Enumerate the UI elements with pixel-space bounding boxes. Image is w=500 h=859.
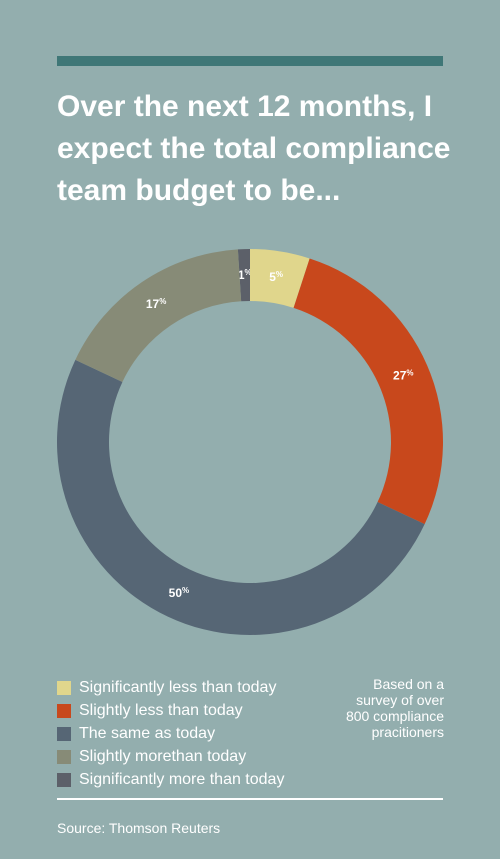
slice-value-label: 5%: [269, 270, 283, 284]
legend-label: Significantly more than today: [79, 770, 285, 788]
legend-swatch: [57, 703, 71, 718]
slice-value-label: 17%: [146, 297, 166, 311]
legend: Significantly less than today Slightly l…: [57, 676, 357, 791]
donut-slice: [237, 249, 250, 302]
title-line-3: team budget to be...: [57, 174, 341, 207]
legend-swatch: [57, 680, 71, 695]
legend-label: Slightly morethan today: [79, 747, 247, 765]
note-line: survey of over: [356, 692, 444, 708]
legend-item: Significantly less than today: [57, 676, 357, 699]
source-credit: Source: Thomson Reuters: [57, 820, 221, 836]
legend-swatch: [57, 749, 71, 764]
slice-value-label: 50%: [169, 586, 189, 600]
legend-item: Significantly more than today: [57, 768, 357, 791]
chart-title: Over the next 12 months, I expect the to…: [57, 86, 457, 212]
legend-swatch: [57, 772, 71, 787]
legend-label: Slightly less than today: [79, 701, 243, 719]
donut-slice: [56, 359, 425, 635]
top-accent-bar: [57, 56, 443, 66]
donut-chart: 1% 5% 27% 50% 17%: [56, 249, 443, 635]
note-line: pracitioners: [371, 724, 444, 740]
note-line: 800 compliance: [345, 708, 444, 724]
donut-slice: [250, 249, 310, 308]
survey-note: Based on a survey of over 800 compliance…: [318, 676, 444, 740]
legend-label: Significantly less than today: [79, 678, 277, 696]
legend-label: The same as today: [79, 724, 216, 742]
title-line-1: Over the next 12 months, I: [57, 90, 433, 123]
legend-item: Slightly less than today: [57, 699, 357, 722]
slice-value-label: 27%: [393, 369, 413, 383]
legend-item: The same as today: [57, 722, 357, 745]
slice-value-label: 1%: [238, 268, 252, 282]
title-line-2: expect the total compliance: [57, 132, 451, 165]
donut-slice: [293, 258, 443, 525]
legend-swatch: [57, 726, 71, 741]
legend-item: Slightly morethan today: [57, 745, 357, 768]
footer-divider: [57, 798, 443, 800]
note-line: Based on a: [373, 676, 444, 692]
donut-slice: [75, 249, 242, 382]
